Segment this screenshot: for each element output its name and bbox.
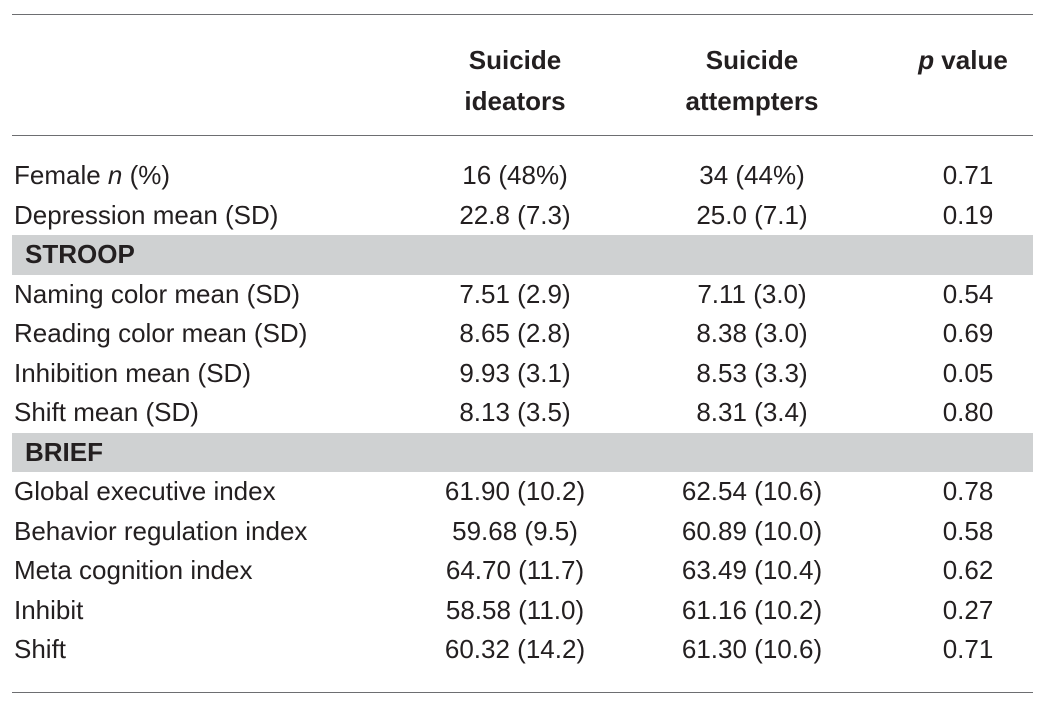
table-header: Suicide ideators Suicide attempters p va… (12, 15, 1033, 135)
table-row: Female n (%) 16 (48%) 34 (44%) 0.71 (12, 156, 1033, 196)
top-rule (12, 14, 1033, 15)
cell-ideators: 8.13 (3.5) (459, 397, 571, 427)
cell-attempters: 63.49 (10.4) (681, 555, 823, 585)
cell-ideators: 61.90 (10.2) (444, 476, 586, 506)
cell-ideators: 7.51 (2.9) (459, 278, 571, 309)
bottom-rule (12, 691, 1033, 693)
row-label: Shift mean (SD) (14, 397, 199, 427)
row-label: Female n (%) (14, 160, 171, 190)
cell-ideators: 16 (48%) (462, 160, 568, 190)
cell-ideators: 60.32 (14.2) (444, 634, 586, 664)
table-row: Inhibit 58.58 (11.0) 61.16 (10.2) 0.27 (12, 591, 1033, 631)
table-body: Female n (%) 16 (48%) 34 (44%) 0.71 Depr… (12, 136, 1033, 692)
cell-p-value: 0.54 (942, 278, 994, 309)
cell-attempters: 7.11 (3.0) (697, 278, 807, 309)
cell-p-value: 0.69 (942, 318, 994, 348)
table-row: Shift mean (SD) 8.13 (3.5) 8.31 (3.4) 0.… (12, 393, 1033, 433)
cell-ideators: 22.8 (7.3) (459, 199, 571, 230)
cell-ideators: 8.65 (2.8) (459, 318, 571, 348)
header-rule (12, 135, 1033, 136)
row-label: Shift (14, 634, 67, 664)
cell-p-value: 0.58 (942, 515, 994, 546)
cell-attempters: 34 (44%) (699, 160, 805, 190)
cell-p-value: 0.71 (942, 634, 994, 664)
cell-attempters: 8.31 (3.4) (696, 397, 808, 427)
section-header-stroop: STROOP (12, 235, 1033, 275)
cell-ideators: 59.68 (9.5) (452, 515, 578, 546)
row-label: Depression mean (SD) (14, 199, 279, 230)
row-label: Global executive index (14, 476, 276, 506)
cell-p-value: 0.80 (942, 397, 994, 427)
table-row: Global executive index 61.90 (10.2) 62.5… (12, 472, 1033, 512)
header-p-value: p value (918, 45, 1008, 75)
cell-attempters: 61.30 (10.6) (681, 634, 823, 664)
cell-attempters: 62.54 (10.6) (681, 476, 823, 506)
row-label: Reading color mean (SD) (14, 318, 308, 348)
cell-p-value: 0.62 (942, 555, 994, 585)
table-row: Shift 60.32 (14.2) 61.30 (10.6) 0.71 (12, 630, 1033, 670)
table-row: Meta cognition index 64.70 (11.7) 63.49 … (12, 551, 1033, 591)
cell-p-value: 0.71 (942, 160, 994, 190)
section-header-brief: BRIEF (12, 432, 1033, 472)
row-label: Behavior regulation index (14, 515, 308, 546)
cell-ideators: 64.70 (11.7) (445, 555, 585, 585)
cell-ideators: 9.93 (3.1) (459, 357, 571, 388)
cell-p-value: 0.19 (942, 199, 994, 230)
table-row: Reading color mean (SD) 8.65 (2.8) 8.38 … (12, 314, 1033, 354)
cell-p-value: 0.05 (942, 357, 994, 388)
cell-attempters: 8.53 (3.3) (696, 357, 808, 388)
cell-attempters: 60.89 (10.0) (681, 515, 823, 546)
cell-ideators: 58.58 (11.0) (445, 594, 585, 625)
table-row: Inhibition mean (SD) 9.93 (3.1) 8.53 (3.… (12, 354, 1033, 394)
cell-p-value: 0.78 (942, 476, 994, 506)
cell-p-value: 0.27 (942, 594, 994, 625)
cell-attempters: 25.0 (7.1) (696, 199, 808, 230)
row-label: Meta cognition index (14, 555, 253, 585)
header-suicide-ideators: Suicide ideators (464, 45, 566, 116)
table-row: Naming color mean (SD) 7.51 (2.9) 7.11 (… (12, 275, 1033, 315)
cell-attempters: 61.16 (10.2) (681, 594, 823, 625)
row-label: Inhibit (14, 594, 84, 625)
table-row: Behavior regulation index 59.68 (9.5) 60… (12, 512, 1033, 552)
header-suicide-attempters: Suicide attempters (685, 45, 819, 116)
cell-attempters: 8.38 (3.0) (696, 318, 808, 348)
data-table: Suicide ideators Suicide attempters p va… (12, 14, 1033, 693)
row-label: Inhibition mean (SD) (14, 357, 251, 388)
row-label: Naming color mean (SD) (14, 278, 301, 309)
table-row: Depression mean (SD) 22.8 (7.3) 25.0 (7.… (12, 196, 1033, 236)
